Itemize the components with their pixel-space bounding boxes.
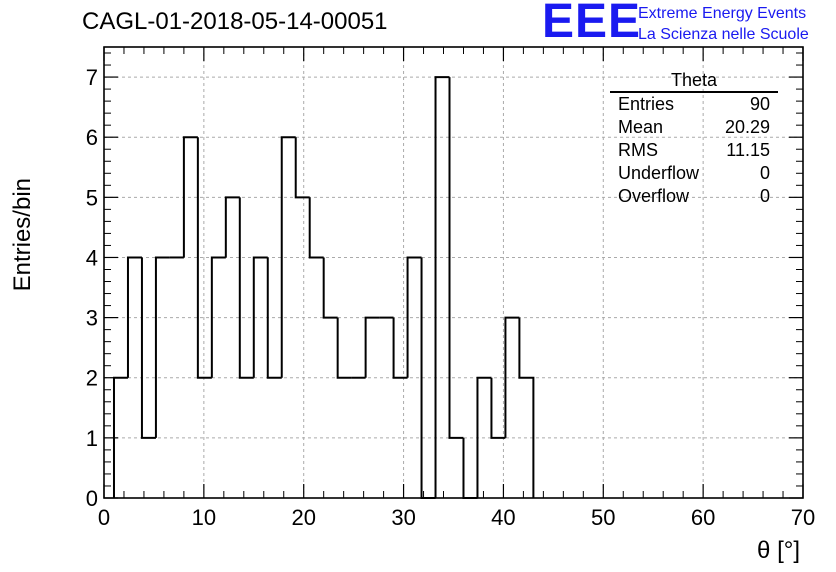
y-axis-label: Entries/bin — [9, 178, 36, 291]
stats-value: 20.29 — [724, 117, 770, 137]
x-axis-label: θ [°] — [757, 537, 800, 564]
x-tick-label: 0 — [98, 505, 110, 530]
histogram-bin — [504, 316, 520, 438]
histogram-bin — [308, 197, 324, 259]
x-tick-label: 50 — [591, 505, 615, 530]
histogram-bin — [126, 256, 142, 378]
stats-value: 11.15 — [726, 140, 770, 160]
x-tick-label: 30 — [391, 505, 415, 530]
y-tick-label: 5 — [86, 185, 98, 210]
y-tick-label: 1 — [86, 426, 98, 451]
stats-row-rms: RMS 11.15 — [610, 139, 778, 162]
histogram-bin — [294, 137, 310, 199]
histogram-bin — [140, 257, 156, 439]
stats-row-mean: Mean 20.29 — [610, 116, 778, 139]
stats-value: 0 — [759, 186, 770, 206]
histogram-bin — [182, 136, 198, 258]
histogram-bin — [364, 316, 380, 378]
histogram-bin — [434, 76, 450, 498]
stats-label: Overflow — [618, 186, 690, 206]
histogram-bin — [462, 437, 478, 499]
histogram-bin — [154, 256, 170, 438]
stats-title: Theta — [610, 70, 778, 93]
y-tick-label: 6 — [86, 125, 98, 150]
histogram-bin — [336, 317, 352, 379]
histogram-bin — [210, 256, 226, 378]
histogram-series — [112, 76, 535, 499]
y-tick-label: 7 — [86, 65, 98, 90]
stats-label: Underflow — [618, 163, 700, 183]
histogram-bin — [406, 256, 422, 378]
stats-row-overflow: Overflow 0 — [610, 185, 778, 208]
logo-text-line1: Extreme Energy Events — [638, 5, 807, 22]
histogram-bin — [266, 257, 282, 379]
histogram-bin — [224, 196, 240, 258]
x-tick-label: 40 — [491, 505, 515, 530]
histogram-bin — [196, 137, 212, 379]
y-tick-label: 4 — [86, 245, 98, 270]
y-tick-label: 3 — [86, 306, 98, 331]
eee-logo-mark: EEE — [542, 0, 642, 48]
histogram-bin — [238, 197, 254, 379]
chart-title: CAGL-01-2018-05-14-00051 — [82, 8, 388, 35]
stats-row-entries: Entries 90 — [610, 93, 778, 116]
y-tick-label: 2 — [86, 366, 98, 391]
histogram-bin — [476, 376, 492, 498]
histogram-bin — [392, 317, 408, 379]
plot-frame — [103, 46, 804, 499]
x-tick-label: 10 — [192, 505, 216, 530]
histogram-bin — [280, 136, 296, 378]
x-tick-label: 70 — [791, 505, 815, 530]
stats-label: RMS — [618, 140, 658, 160]
histogram-bin — [490, 377, 506, 439]
histogram-bin — [448, 77, 464, 439]
stats-value: 90 — [749, 94, 770, 114]
stats-row-underflow: Underflow 0 — [610, 162, 778, 185]
x-tick-label: 60 — [691, 505, 715, 530]
histogram-bin — [518, 317, 535, 498]
stats-label: Entries — [618, 94, 675, 114]
tick-labels: 0 10 20 30 40 50 60 70 0 1 2 3 4 5 6 7 — [86, 65, 815, 530]
y-tick-label: 0 — [86, 486, 98, 511]
logo-text-line2: La Scienza nelle Scuole — [638, 26, 809, 43]
histogram-bin — [252, 256, 268, 378]
x-tick-label: 20 — [291, 505, 315, 530]
stats-box: Theta Entries 90 Mean 20.29 RMS 11.15 Un… — [610, 70, 778, 208]
axis-ticks — [103, 47, 804, 499]
stats-label: Mean — [618, 117, 664, 137]
histogram-bin — [322, 257, 338, 319]
stats-value: 0 — [759, 163, 770, 183]
